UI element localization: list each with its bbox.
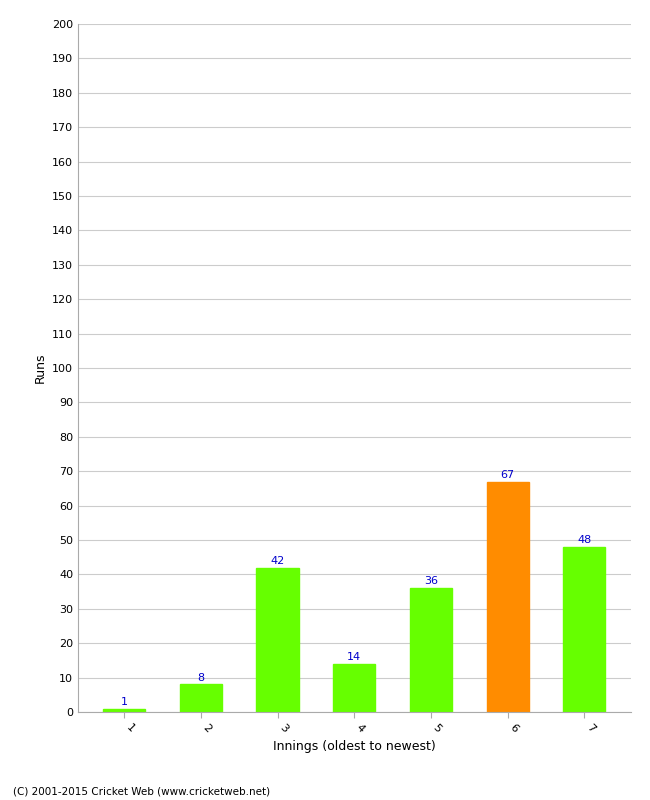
Bar xyxy=(333,664,375,712)
Bar xyxy=(563,547,605,712)
Text: 1: 1 xyxy=(121,697,127,707)
Bar xyxy=(487,482,528,712)
Text: 8: 8 xyxy=(198,673,205,682)
X-axis label: Innings (oldest to newest): Innings (oldest to newest) xyxy=(273,740,436,753)
Text: 67: 67 xyxy=(500,470,515,480)
Text: 36: 36 xyxy=(424,577,438,586)
Bar xyxy=(410,588,452,712)
Y-axis label: Runs: Runs xyxy=(33,353,46,383)
Bar xyxy=(103,709,146,712)
Text: 48: 48 xyxy=(577,535,592,545)
Text: 14: 14 xyxy=(347,652,361,662)
Text: 42: 42 xyxy=(270,556,285,566)
Bar xyxy=(257,567,298,712)
Text: (C) 2001-2015 Cricket Web (www.cricketweb.net): (C) 2001-2015 Cricket Web (www.cricketwe… xyxy=(13,786,270,796)
Bar xyxy=(180,685,222,712)
